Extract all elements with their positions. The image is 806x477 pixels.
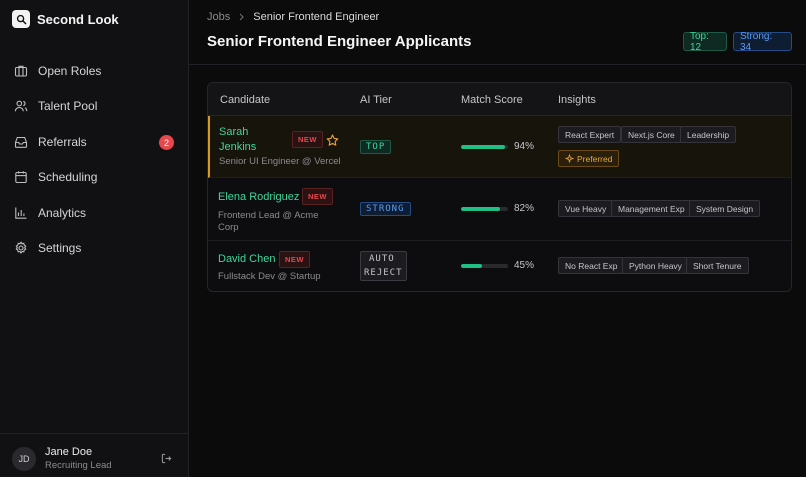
sparkle-icon [565,154,574,163]
candidate-subtitle: Senior UI Engineer @ Vercel [219,156,341,167]
candidate-subtitle: Frontend Lead @ Acme Corp [218,210,318,234]
ai-tier-line: AUTO [369,254,395,264]
insight-tag: Next.js Core [621,126,682,143]
candidate-name[interactable]: Sarah Jenkins [219,125,256,155]
candidate-name[interactable]: Elena Rodriguez [218,191,300,203]
match-score-fill [461,207,500,211]
table-row[interactable]: David Chen NEW Fullstack Dev @ Startup A… [208,241,791,291]
new-badge: NEW [302,188,333,205]
user-profile[interactable]: JD Jane Doe Recruiting Lead [12,446,112,472]
applicants-table: Candidate AI Tier Match Score Insights S… [207,82,792,292]
insight-tag: Short Tenure [686,257,749,274]
match-score-bar [461,145,508,149]
sidebar-item-open-roles[interactable]: Open Roles [0,53,189,89]
search-logo-icon [12,10,30,28]
sidebar-item-referrals[interactable]: Referrals 2 [0,124,189,160]
users-icon [14,99,28,113]
breadcrumb-current: Senior Frontend Engineer [253,11,380,23]
match-score-bar [461,264,508,268]
header-divider [189,64,806,65]
app-name: Second Look [37,11,119,27]
sidebar: Second Look Open Roles Talent Pool Refer… [0,0,189,477]
calendar-icon [14,170,28,184]
insight-tag: No React Exp [558,257,625,274]
briefcase-icon [14,64,28,78]
page-title: Senior Frontend Engineer Applicants [207,33,472,50]
table-row[interactable]: Sarah Jenkins NEW Senior UI Engineer @ V… [208,116,791,178]
candidate-name-last: Jenkins [219,141,257,153]
strong-count-badge[interactable]: Strong: 34 [733,31,792,53]
user-role: Recruiting Lead [45,460,112,471]
star-icon[interactable] [326,134,339,147]
insight-tag: Leadership [680,126,737,143]
insight-tag: React Expert [558,126,622,143]
breadcrumb: Jobs Senior Frontend Engineer [207,11,379,23]
sidebar-item-label: Settings [38,241,82,256]
user-info: Jane Doe Recruiting Lead [45,446,112,472]
avatar: JD [12,447,36,471]
match-score-fill [461,264,483,268]
referrals-count-badge: 2 [159,135,174,150]
preferred-label: Preferred [577,153,613,164]
preferred-tag: Preferred [558,150,620,167]
sidebar-item-settings[interactable]: Settings [0,231,189,267]
inbox-icon [14,135,28,149]
candidate-subtitle: Fullstack Dev @ Startup [218,271,321,282]
table-row[interactable]: Elena Rodriguez NEW Frontend Lead @ Acme… [208,178,791,241]
sidebar-item-label: Talent Pool [38,99,98,114]
brand[interactable]: Second Look [12,10,119,28]
match-score-fill [461,145,506,149]
insight-tag: Python Heavy [622,257,689,274]
match-score-value: 45% [514,260,535,271]
new-badge: NEW [292,131,323,148]
sidebar-item-scheduling[interactable]: Scheduling [0,160,189,196]
ai-tier-badge: AUTO REJECT [360,251,407,281]
match-score-value: 82% [514,203,535,214]
sidebar-item-label: Referrals [38,134,87,149]
ai-tier-badge: STRONG [360,202,411,216]
match-score-bar [461,207,508,211]
sidebar-divider [0,433,189,434]
candidate-name-first: Sarah [219,126,249,138]
breadcrumb-jobs-link[interactable]: Jobs [207,11,231,23]
column-header-candidate[interactable]: Candidate [220,94,271,106]
insight-tag: Management Exp [611,200,692,217]
sidebar-item-label: Open Roles [38,63,102,78]
candidate-subtitle-line: Frontend Lead @ Acme [218,210,319,221]
match-score-value: 94% [514,141,535,152]
gear-icon [14,241,28,255]
table-header: Candidate AI Tier Match Score Insights [208,83,791,116]
logout-icon[interactable] [160,452,172,464]
insight-tag: System Design [689,200,761,217]
sidebar-item-label: Scheduling [38,170,98,185]
new-badge: NEW [279,251,310,268]
user-name: Jane Doe [45,446,93,458]
sidebar-nav: Open Roles Talent Pool Referrals 2 Sched… [0,53,189,266]
chart-icon [14,206,28,220]
candidate-subtitle-line: Corp [218,222,239,233]
sidebar-item-label: Analytics [38,205,87,220]
top-count-badge[interactable]: Top: 12 [683,31,727,53]
insight-tag: Vue Heavy [558,200,614,217]
ai-tier-line: REJECT [364,268,403,278]
sidebar-item-talent-pool[interactable]: Talent Pool [0,89,189,125]
column-header-match-score[interactable]: Match Score [461,94,523,106]
candidate-name[interactable]: David Chen [218,253,276,265]
column-header-ai-tier[interactable]: AI Tier [360,94,392,106]
ai-tier-badge: TOP [360,140,392,154]
sidebar-item-analytics[interactable]: Analytics [0,195,189,231]
chevron-right-icon [238,13,245,21]
column-header-insights[interactable]: Insights [558,94,596,106]
